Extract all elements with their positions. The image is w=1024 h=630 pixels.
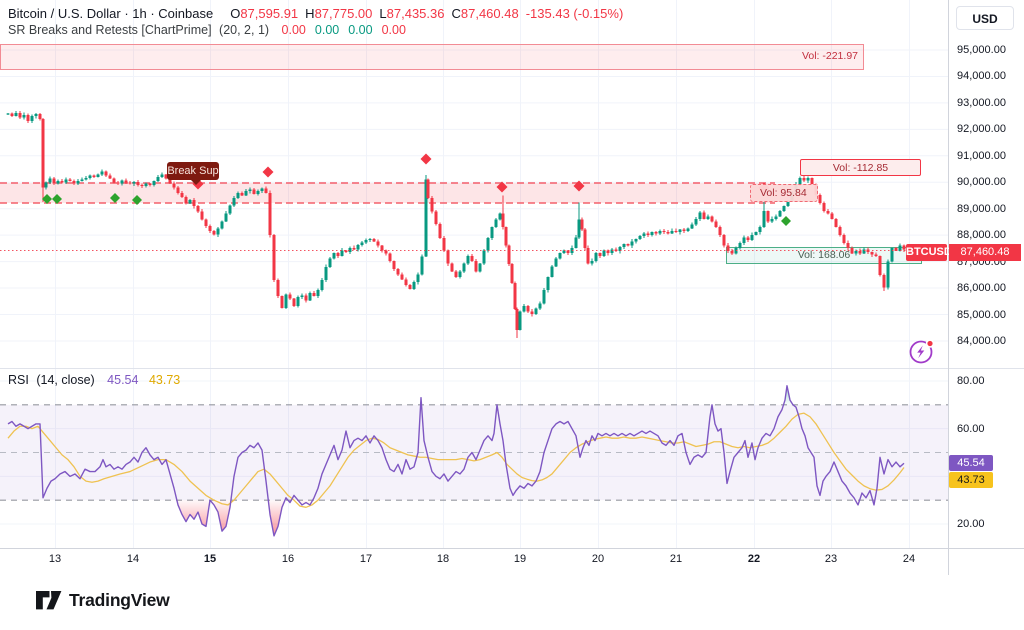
rsi-line bbox=[7, 385, 905, 537]
time-axis-label: 21 bbox=[669, 553, 683, 565]
price-axis-label: 86,000.00 bbox=[957, 282, 1006, 295]
lightning-icon bbox=[909, 339, 935, 364]
low-label: L bbox=[379, 6, 387, 21]
indicator-value: 0.00 bbox=[348, 23, 373, 37]
chart-canvas[interactable] bbox=[0, 0, 1024, 575]
indicator-values: 0.00 0.00 0.00 0.00 bbox=[273, 23, 406, 37]
rsi-pane bbox=[0, 385, 948, 537]
tradingview-logo-icon bbox=[36, 591, 62, 610]
price-axis-label: 89,000.00 bbox=[957, 202, 1006, 215]
rsi-ma-badge: 43.73 bbox=[949, 472, 993, 488]
rsi-line-badge: 45.54 bbox=[949, 455, 993, 471]
retest-volume-box: Vol: -112.85 bbox=[800, 159, 921, 176]
instant-order-button[interactable] bbox=[904, 335, 938, 369]
rsi-legend[interactable]: RSI (14, close) 45.54 43.73 bbox=[8, 373, 180, 387]
time-axis-label: 15 bbox=[203, 553, 217, 565]
price-axis-label: 95,000.00 bbox=[957, 44, 1006, 56]
time-axis-label: 23 bbox=[824, 553, 838, 565]
indicator-params: (20, 2, 1) bbox=[219, 23, 270, 37]
rsi-ma-line bbox=[7, 412, 905, 508]
indicator-legend[interactable]: SR Breaks and Retests [ChartPrime] (20, … bbox=[8, 23, 406, 37]
price-axis-label: 90,000.00 bbox=[957, 176, 1006, 189]
price-axis-label: 84,000.00 bbox=[957, 334, 1006, 347]
time-axis-label: 16 bbox=[281, 553, 295, 565]
high-value: 87,775.00 bbox=[314, 6, 373, 21]
high-label: H bbox=[305, 6, 315, 21]
rsi-axis-label: 60.00 bbox=[957, 422, 985, 435]
time-axis-label: 22 bbox=[747, 553, 761, 565]
time-axis-label: 17 bbox=[359, 553, 373, 565]
open-value: 87,595.91 bbox=[240, 6, 299, 21]
close-value: 87,460.48 bbox=[460, 6, 519, 21]
symbol-title[interactable]: Bitcoin / U.S. Dollar · 1h · Coinbase bbox=[8, 6, 214, 21]
close-label: C bbox=[451, 6, 461, 21]
change-value: -135.43 (-0.15%) bbox=[525, 6, 624, 21]
indicator-value: 0.00 bbox=[281, 23, 306, 37]
indicator-value: 0.00 bbox=[314, 23, 340, 37]
zone-end-volume-label: Vol: 95.84 bbox=[750, 184, 818, 202]
price-axis-label: 88,000.00 bbox=[957, 229, 1006, 242]
symbol-header[interactable]: Bitcoin / U.S. Dollar · 1h · Coinbase O87… bbox=[8, 6, 623, 21]
price-axis-label: 93,000.00 bbox=[957, 96, 1006, 109]
supply-zone-volume-label: Vol: -221.97 bbox=[801, 50, 858, 62]
time-axis-label: 13 bbox=[48, 553, 62, 565]
rsi-params: (14, close) bbox=[36, 373, 95, 387]
tradingview-logo[interactable]: TradingView bbox=[36, 590, 170, 611]
rsi-title[interactable]: RSI bbox=[8, 373, 29, 387]
time-axis-label: 20 bbox=[591, 553, 605, 565]
low-value: 87,435.36 bbox=[386, 6, 445, 21]
open-label: O bbox=[230, 6, 241, 21]
break-sup-pointer bbox=[191, 180, 201, 185]
candles-layer bbox=[6, 110, 906, 339]
symbol-price-tag: BTCUSD bbox=[906, 244, 952, 261]
price-axis-label: 91,000.00 bbox=[957, 149, 1006, 162]
price-axis-label: 92,000.00 bbox=[957, 123, 1006, 136]
time-axis-label: 18 bbox=[436, 553, 450, 565]
rsi-axis-label: 20.00 bbox=[957, 517, 985, 530]
indicator-value: 0.00 bbox=[381, 23, 406, 37]
price-axis-label: 85,000.00 bbox=[957, 308, 1006, 321]
rsi-ma-value: 43.73 bbox=[148, 373, 181, 387]
currency-toggle-button[interactable]: USD bbox=[956, 6, 1014, 30]
demand-zone-volume-label: Vol: 168.06 bbox=[797, 249, 851, 261]
tradingview-logo-text: TradingView bbox=[69, 590, 170, 610]
break-sup-label: Break Sup bbox=[167, 162, 219, 180]
last-price-label: 87,460.48 bbox=[949, 244, 1021, 261]
rsi-line-value: 45.54 bbox=[107, 373, 139, 387]
signal-diamonds bbox=[42, 153, 791, 226]
sr-zones bbox=[0, 44, 922, 264]
time-axis-label: 24 bbox=[902, 553, 916, 565]
time-axis-label: 19 bbox=[513, 553, 527, 565]
price-axis-label: 94,000.00 bbox=[957, 70, 1006, 83]
time-axis-label: 14 bbox=[126, 553, 140, 565]
indicator-name[interactable]: SR Breaks and Retests [ChartPrime] bbox=[8, 23, 212, 37]
rsi-axis-label: 80.00 bbox=[957, 375, 985, 387]
